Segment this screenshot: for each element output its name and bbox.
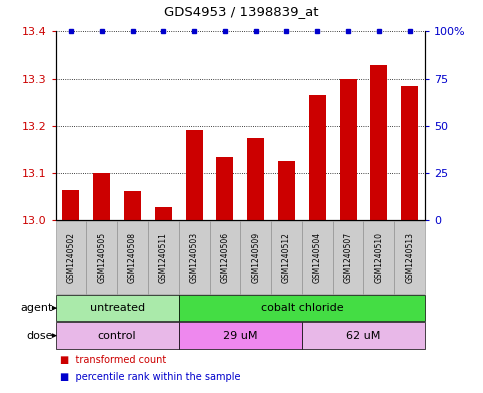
Text: ■  percentile rank within the sample: ■ percentile rank within the sample [60, 372, 241, 382]
Text: ■  transformed count: ■ transformed count [60, 354, 167, 365]
Bar [185, 130, 202, 220]
Text: GSM1240503: GSM1240503 [190, 232, 199, 283]
Text: 29 uM: 29 uM [223, 331, 257, 341]
Bar [62, 190, 79, 220]
Text: GSM1240509: GSM1240509 [251, 232, 260, 283]
Text: agent: agent [21, 303, 53, 313]
Bar [155, 207, 172, 220]
Text: cobalt chloride: cobalt chloride [260, 303, 343, 313]
Text: GSM1240511: GSM1240511 [159, 232, 168, 283]
Bar [216, 157, 233, 220]
Text: GSM1240512: GSM1240512 [282, 232, 291, 283]
Text: GDS4953 / 1398839_at: GDS4953 / 1398839_at [164, 5, 319, 18]
Bar [370, 64, 387, 220]
Text: GSM1240507: GSM1240507 [343, 232, 353, 283]
Text: GSM1240505: GSM1240505 [97, 232, 106, 283]
Bar [124, 191, 141, 220]
Bar [247, 138, 264, 220]
Text: GSM1240510: GSM1240510 [374, 232, 384, 283]
Text: GSM1240506: GSM1240506 [220, 232, 229, 283]
Bar [340, 79, 356, 220]
Text: untreated: untreated [89, 303, 145, 313]
Bar [401, 86, 418, 220]
Bar [278, 162, 295, 220]
Text: 62 uM: 62 uM [346, 331, 381, 341]
Text: GSM1240513: GSM1240513 [405, 232, 414, 283]
Text: dose: dose [27, 331, 53, 341]
Bar [93, 173, 110, 220]
Text: GSM1240502: GSM1240502 [67, 232, 75, 283]
Text: GSM1240504: GSM1240504 [313, 232, 322, 283]
Text: GSM1240508: GSM1240508 [128, 232, 137, 283]
Bar [309, 95, 326, 220]
Text: control: control [98, 331, 136, 341]
